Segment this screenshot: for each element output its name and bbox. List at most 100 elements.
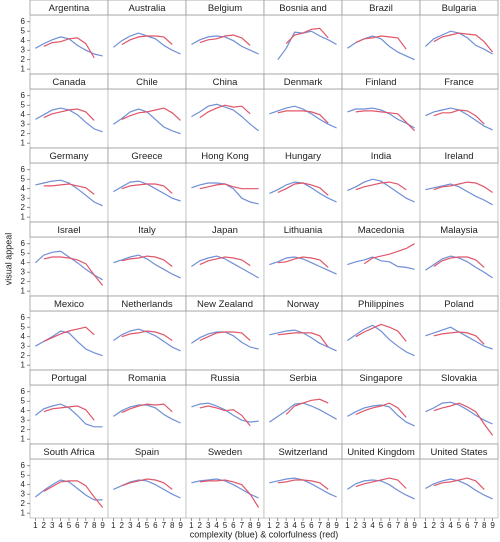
- panel: [185, 458, 265, 519]
- panel-title: Singapore: [359, 373, 402, 384]
- series-line: [433, 331, 485, 345]
- panel: [107, 384, 187, 445]
- panel-title: Greece: [131, 151, 162, 162]
- y-tick-label: 2: [21, 129, 26, 138]
- x-tick-label: 7: [162, 521, 167, 530]
- series-line: [113, 328, 181, 352]
- y-tick-label: 1: [21, 360, 26, 369]
- panel-title: Bulgaria: [442, 3, 478, 14]
- y-tick-label: 5: [21, 174, 26, 183]
- series-line: [347, 256, 415, 270]
- panel-title: Canada: [52, 77, 86, 88]
- series-line: [199, 405, 251, 427]
- series-line: [35, 179, 103, 207]
- y-tick-label: 4: [21, 184, 26, 193]
- x-tick-label: 6: [387, 521, 392, 530]
- y-tick-label: 3: [21, 119, 26, 128]
- series-line: [433, 256, 485, 268]
- series-line: [363, 243, 415, 265]
- x-tick-label: 1: [267, 521, 272, 530]
- x-tick-label: 3: [440, 521, 445, 530]
- panel: [29, 236, 109, 297]
- x-tick-label: 2: [42, 521, 47, 530]
- x-tick-label: 3: [362, 521, 367, 530]
- y-tick-label: 5: [21, 470, 26, 479]
- panel: [263, 14, 343, 75]
- x-tick-label: 2: [120, 521, 125, 530]
- series-line: [433, 109, 485, 125]
- y-tick-label: 3: [21, 45, 26, 54]
- x-tick-label: 1: [189, 521, 194, 530]
- y-tick-label: 1: [21, 434, 26, 443]
- x-tick-label: 8: [404, 521, 409, 530]
- panel-title: Hungary: [285, 151, 321, 162]
- y-tick-label: 1: [21, 212, 26, 221]
- x-tick-label: 5: [379, 521, 384, 530]
- panel: [29, 310, 109, 371]
- y-tick-label: 2: [21, 499, 26, 508]
- y-tick-label: 3: [21, 489, 26, 498]
- panel-title: Malaysia: [440, 225, 478, 236]
- series-line: [121, 330, 173, 341]
- y-tick-label: 3: [21, 341, 26, 350]
- x-tick-label: 7: [84, 521, 89, 530]
- series-line: [43, 37, 95, 59]
- x-tick-label: 6: [465, 521, 470, 530]
- series-line: [269, 105, 337, 129]
- series-line: [199, 34, 251, 46]
- y-tick-label: 2: [21, 55, 26, 64]
- panel: [263, 162, 343, 223]
- series-line: [347, 178, 415, 203]
- panel: [185, 14, 265, 75]
- y-tick-label: 6: [21, 387, 26, 396]
- y-tick-label: 6: [21, 91, 26, 100]
- panel-title: Japan: [212, 225, 238, 236]
- panel: [185, 310, 265, 371]
- y-tick-label: 5: [21, 396, 26, 405]
- series-line: [347, 107, 415, 129]
- series-line: [433, 402, 494, 436]
- series-line: [113, 404, 181, 424]
- series-line: [43, 326, 95, 342]
- series-line: [121, 478, 173, 490]
- panel: [107, 162, 187, 223]
- series-line: [277, 110, 329, 124]
- panel-title: Chile: [136, 77, 158, 88]
- y-tick-label: 4: [21, 480, 26, 489]
- y-tick-label: 2: [21, 425, 26, 434]
- x-tick-label: 3: [128, 521, 133, 530]
- series-line: [355, 181, 407, 191]
- x-tick-label: 9: [256, 521, 261, 530]
- series-line: [285, 27, 329, 45]
- x-tick-label: 4: [214, 521, 219, 530]
- x-tick-label: 5: [457, 521, 462, 530]
- x-tick-label: 1: [111, 521, 116, 530]
- series-line: [121, 107, 182, 121]
- panel-title: Lithuania: [284, 225, 323, 236]
- series-line: [43, 108, 95, 121]
- panel-title: France: [444, 77, 474, 88]
- y-tick-label: 3: [21, 267, 26, 276]
- series-line: [433, 32, 494, 53]
- series-line: [34, 250, 103, 281]
- panel-title: Bosnia and: [279, 3, 327, 14]
- y-tick-label: 5: [21, 26, 26, 35]
- x-tick-label: 8: [248, 521, 253, 530]
- series-line: [425, 255, 493, 279]
- series-line: [199, 331, 251, 342]
- panel: [419, 310, 499, 371]
- series-line: [347, 404, 415, 427]
- x-tick-label: 9: [178, 521, 183, 530]
- panel-title: Finland: [365, 77, 396, 88]
- panel: [341, 310, 421, 371]
- y-tick-label: 4: [21, 36, 26, 45]
- panel: [29, 162, 109, 223]
- y-tick-label: 5: [21, 322, 26, 331]
- series-line: [285, 398, 329, 415]
- y-axis-label: visual appeal: [3, 233, 13, 286]
- x-tick-label: 4: [370, 521, 375, 530]
- y-tick-label: 2: [21, 277, 26, 286]
- x-tick-label: 1: [423, 521, 428, 530]
- x-tick-label: 6: [309, 521, 314, 530]
- series-line: [425, 401, 493, 425]
